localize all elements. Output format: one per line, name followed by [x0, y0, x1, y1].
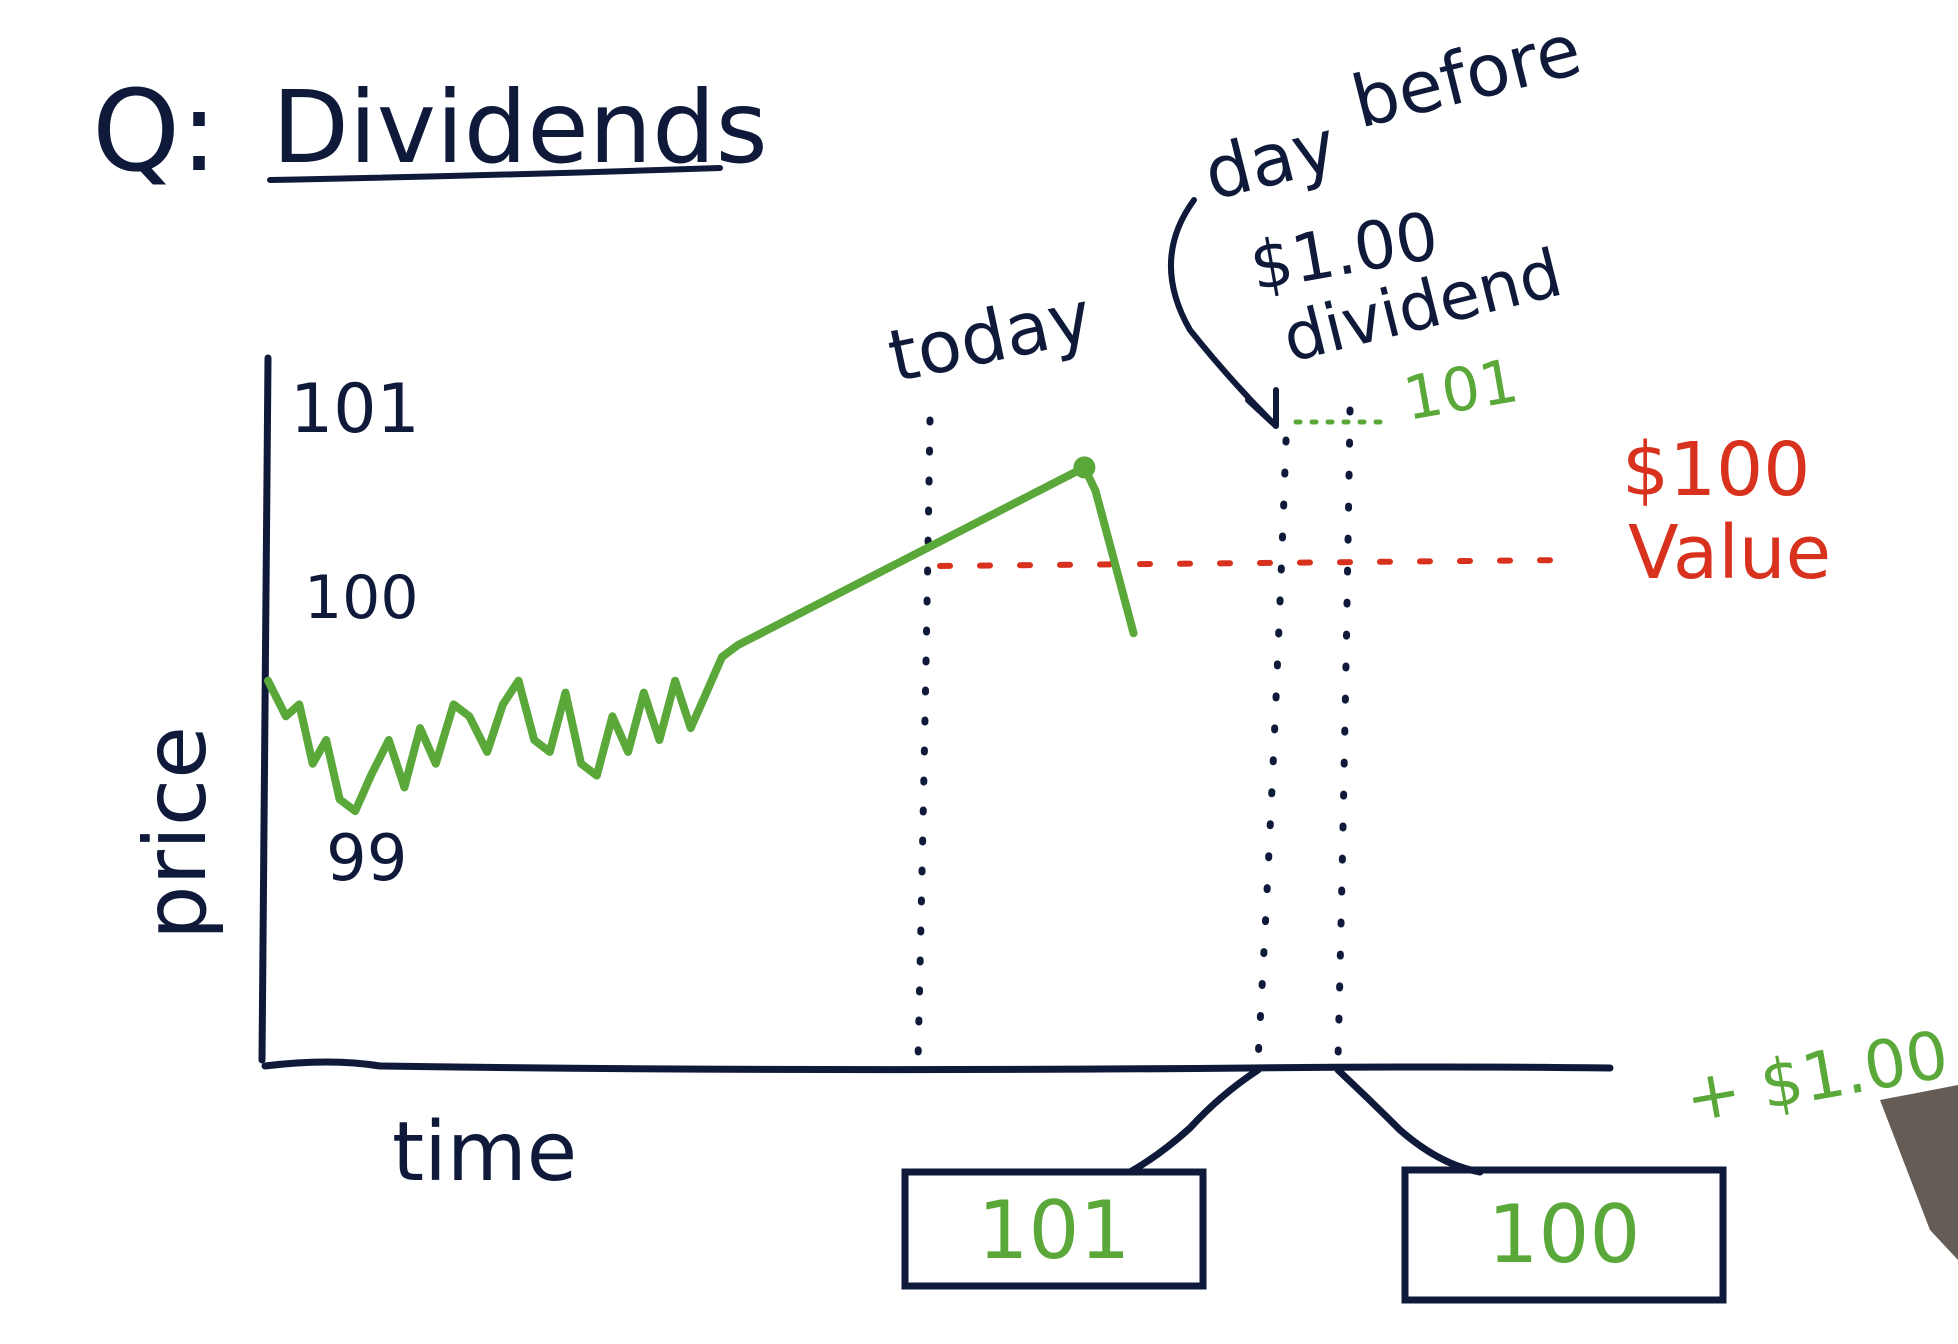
- day-before-label-line2: before: [1344, 7, 1589, 145]
- after-value-box: [1401, 1166, 1727, 1304]
- peak-price-label: 101: [1398, 346, 1523, 435]
- dividend-day-marker-line: [1334, 406, 1354, 1064]
- before-box-connector: [1126, 1066, 1262, 1176]
- before-value-label: 101: [978, 1184, 1131, 1277]
- price-series-line: [264, 463, 1138, 816]
- today-label: today: [881, 274, 1099, 399]
- value-reference-line: [937, 557, 1573, 569]
- value-word-label: Value: [1628, 510, 1831, 596]
- x-axis: [261, 1058, 1614, 1074]
- y-tick-label: 101: [290, 370, 420, 449]
- y-tick-label: 100: [304, 563, 419, 633]
- today-marker-line: [914, 416, 934, 1064]
- day-before-label-line1: day: [1196, 103, 1345, 217]
- y-tick-label: 99: [326, 822, 407, 896]
- after-value-label: 100: [1488, 1188, 1641, 1281]
- y-axis: [258, 354, 272, 1064]
- title-prefix: Q:: [92, 67, 218, 197]
- after-box-connector: [1334, 1066, 1484, 1176]
- peak-point: [1073, 456, 1096, 479]
- value-amount-label: $100: [1622, 427, 1810, 513]
- day-before-marker-line: [1254, 436, 1290, 1064]
- y-axis-label: price: [126, 726, 226, 940]
- arrow-head-icon: [1245, 387, 1279, 429]
- pen-icon: [1880, 1085, 1958, 1260]
- title-underline: [267, 165, 723, 183]
- x-axis-label: time: [392, 1105, 577, 1200]
- day-before-arrow: [1167, 197, 1275, 425]
- before-value-box: [901, 1168, 1207, 1290]
